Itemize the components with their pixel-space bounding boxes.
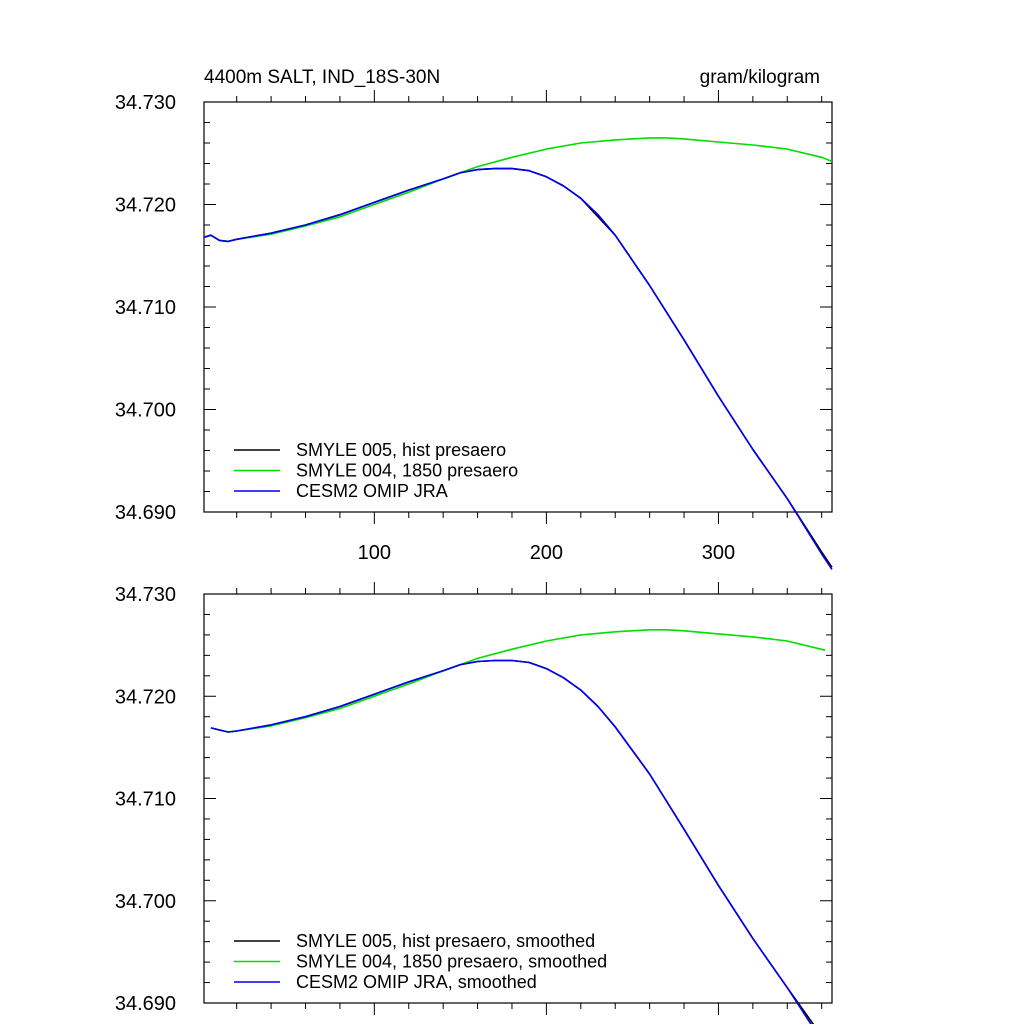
y-tick-label: 34.700	[115, 891, 176, 913]
panel-units: gram/kilogram	[700, 67, 820, 88]
y-tick-label: 34.710	[115, 789, 176, 811]
x-tick-label: 200	[530, 542, 563, 564]
series-lines	[210, 628, 826, 1024]
series-line-2	[210, 659, 812, 1024]
panel-title: 4400m SALT, IND_18S-30N	[204, 67, 440, 88]
legend: SMYLE 005, hist presaero, smoothedSMYLE …	[234, 931, 607, 992]
legend-label: SMYLE 005, hist presaero, smoothed	[296, 931, 595, 951]
legend-label: SMYLE 005, hist presaero	[296, 440, 506, 460]
series-line-2	[203, 167, 833, 570]
series-lines	[203, 137, 833, 570]
y-tick-label: 34.700	[115, 400, 176, 422]
y-tick-label: 34.710	[115, 297, 176, 319]
y-tick-label: 34.730	[115, 92, 176, 114]
x-tick-label: 300	[702, 542, 735, 564]
axes-group: 34.690 34.700 34.710 34.720 34.730	[115, 582, 833, 1015]
y-tick-label: 34.720	[115, 195, 176, 217]
axes-group: 34.690 34.700 34.710 34.720 34.730 100 200 300	[115, 90, 833, 564]
y-tick-label: 34.690	[115, 502, 176, 524]
legend-label: CESM2 OMIP JRA, smoothed	[296, 972, 537, 992]
legend-label: SMYLE 004, 1850 presaero	[296, 461, 518, 481]
bottom-panel: 34.690 34.700 34.710 34.720 34.730 SMYLE 005…	[115, 582, 833, 1024]
top-panel: 4400m SALT, IND_18S-30N gram/kilogram 34…	[115, 67, 833, 570]
y-tick-label: 34.720	[115, 686, 176, 708]
y-tick-label: 34.730	[115, 584, 176, 606]
x-tick-label: 100	[358, 542, 391, 564]
legend-label: CESM2 OMIP JRA	[296, 481, 448, 501]
y-tick-label: 34.690	[115, 993, 176, 1015]
legend-label: SMYLE 004, 1850 presaero, smoothed	[296, 952, 607, 972]
